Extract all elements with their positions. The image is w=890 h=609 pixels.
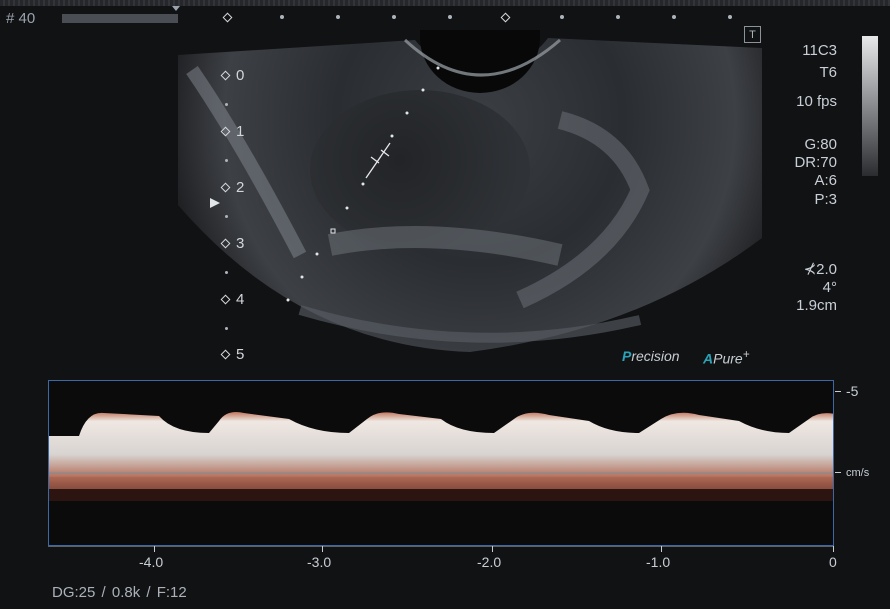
velocity-scale-top: -5 <box>846 383 859 399</box>
b-mode-image[interactable] <box>0 0 890 380</box>
time-label: -1.0 <box>646 554 671 570</box>
angle-correction-icon: ⊀ <box>803 261 817 278</box>
time-tick <box>154 546 155 552</box>
time-label: -4.0 <box>139 554 164 570</box>
a-value: A:6 <box>814 172 837 189</box>
time-label: 0 <box>829 554 837 570</box>
time-label: -2.0 <box>477 554 502 570</box>
apure-logo: APure+ <box>703 348 750 367</box>
depth-label-5: 5 <box>236 346 245 363</box>
frame-number: # 40 <box>6 10 36 27</box>
time-tick <box>322 546 323 552</box>
time-tick <box>833 546 834 552</box>
top-band <box>0 0 890 6</box>
velocity-baseline-tick <box>835 472 841 473</box>
depth-label-4: 4 <box>236 291 245 308</box>
frame-rate: 10 fps <box>796 93 837 110</box>
velocity-scale-top-tick <box>835 391 841 392</box>
spectral-doppler-panel[interactable] <box>48 380 834 546</box>
time-tick <box>661 546 662 552</box>
angle-correction: ⊀2.0 <box>804 261 837 279</box>
p-value: P:3 <box>814 191 837 208</box>
b-mode-sector <box>178 30 762 352</box>
probe-name: 11C3 <box>802 42 837 59</box>
focus-marker-icon[interactable] <box>209 197 221 209</box>
time-tick <box>492 546 493 552</box>
cine-position-marker-icon[interactable] <box>172 6 180 11</box>
gain-value: G:80 <box>804 136 837 153</box>
grayscale-bar <box>862 36 878 176</box>
velocity-unit: cm/s <box>846 467 870 479</box>
depth-label-3: 3 <box>236 235 245 252</box>
depth-label-1: 1 <box>236 123 245 140</box>
precision-logo: Precision <box>622 348 680 364</box>
dynamic-range-value: DR:70 <box>794 154 837 171</box>
gate-size: 1.9cm <box>796 297 837 314</box>
doppler-settings: DG:25 / 0.8k / F:12 <box>52 584 187 601</box>
angle-degrees: 4° <box>822 279 837 296</box>
time-label: -3.0 <box>307 554 332 570</box>
angle-value: 2.0 <box>816 261 837 278</box>
depth-label-0: 0 <box>236 67 245 84</box>
cine-progress-bar[interactable] <box>62 14 178 23</box>
transducer-orientation-icon[interactable]: T <box>744 26 761 43</box>
depth-label-2: 2 <box>236 179 245 196</box>
preset-name: T6 <box>819 64 837 81</box>
doppler-spectrum <box>49 412 833 501</box>
